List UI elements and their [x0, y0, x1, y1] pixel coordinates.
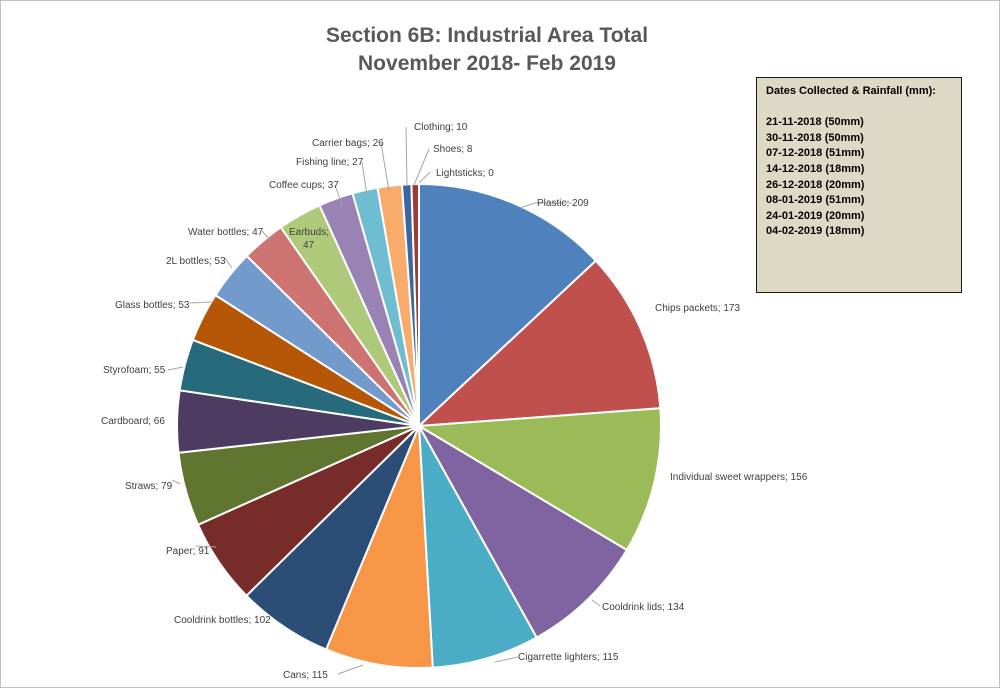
leader-line: [361, 161, 368, 197]
data-label: Straws; 79: [125, 481, 173, 492]
pie-slice-plastic: [418, 182, 598, 429]
leader-line: [189, 301, 213, 304]
dates-rainfall-box: Dates Collected & Rainfall (mm): 21-11-2…: [756, 77, 962, 293]
pie-slice-shoes: [410, 182, 420, 427]
data-label: Cans; 115: [283, 670, 328, 681]
pie-slice-cigarrette-lighters: [418, 425, 538, 669]
data-label: Cooldrink bottles; 102: [174, 615, 271, 626]
leader-line: [171, 479, 181, 485]
dates-rainfall-heading: Dates Collected & Rainfall (mm):: [766, 85, 936, 97]
leader-line: [167, 366, 184, 371]
data-label: Cooldrink lids; 134: [602, 602, 685, 613]
chart-title-block: Section 6B: Industrial Area Total Novemb…: [0, 22, 974, 78]
data-label: Plastic; 209: [537, 198, 589, 209]
data-label: Cigarrette lighters; 115: [518, 652, 619, 663]
data-label: Lightsticks; 0: [436, 168, 494, 179]
chart-title: Section 6B: Industrial Area Total: [325, 24, 649, 47]
leader-line: [494, 656, 519, 663]
data-label: Fishing line; 27: [296, 157, 364, 168]
data-label: Water bottles; 47: [188, 227, 264, 238]
data-label: Clothing; 10: [414, 122, 468, 133]
date-row: 30-11-2018 (50mm): [766, 131, 864, 144]
data-label: Glass bottles; 53: [115, 300, 190, 311]
date-row: 04-02-2019 (18mm): [766, 225, 865, 238]
data-label: Individual sweet wrappers; 156: [670, 472, 808, 483]
pie-slice-individual-sweet-wrappers: [415, 407, 662, 552]
leader-line: [413, 148, 430, 186]
data-label: Earbuds; 47: [289, 227, 329, 251]
data-label: Coffee cups; 37: [269, 180, 339, 191]
date-row: 21-11-2018 (50mm): [766, 116, 864, 129]
date-row: 24-01-2019 (20mm): [766, 209, 865, 222]
date-row: 08-01-2019 (51mm): [766, 194, 865, 207]
leader-line: [224, 257, 233, 269]
leader-line: [519, 202, 572, 209]
leader-line: [334, 184, 343, 206]
data-label: Paper; 91: [166, 546, 210, 557]
data-label: Carrier bags; 26: [312, 138, 384, 149]
date-row: 26-12-2018 (20mm): [766, 178, 865, 191]
date-row: 07-12-2018 (51mm): [766, 147, 865, 160]
leader-line: [418, 171, 431, 184]
chart-subtitle: November 2018- Feb 2019: [358, 52, 616, 75]
data-label: Cardboard; 66: [101, 416, 165, 427]
data-label: Chips packets; 173: [655, 303, 740, 314]
data-label: Shoes; 8: [433, 144, 473, 155]
leader-line: [405, 126, 408, 187]
data-label: 2L bottles; 53: [166, 256, 226, 267]
leader-line: [337, 664, 364, 675]
pie-slice-chips-packets: [416, 259, 662, 428]
leader-line: [380, 142, 390, 192]
leader-line: [261, 230, 271, 241]
data-label: Styrofoam; 55: [103, 365, 166, 376]
pie-slice-cooldrink-lids: [416, 423, 629, 639]
leader-line: [591, 599, 601, 607]
date-row: 14-12-2018 (18mm): [766, 162, 865, 175]
leader-line: [195, 545, 217, 548]
pie-slice-cans: [324, 425, 434, 669]
